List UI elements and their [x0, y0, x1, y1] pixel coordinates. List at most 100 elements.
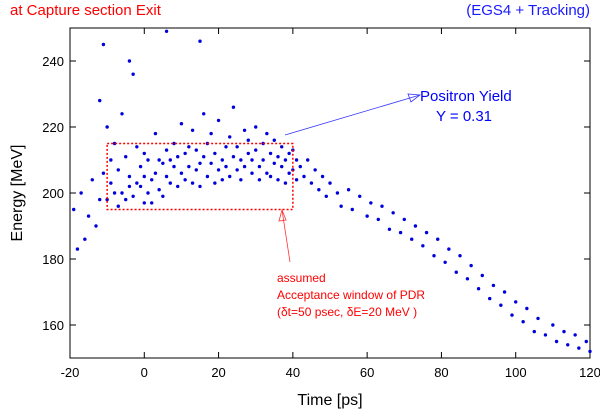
data-point — [194, 168, 198, 172]
data-point — [127, 59, 132, 63]
data-point — [276, 178, 280, 182]
data-point — [268, 174, 273, 179]
data-point — [573, 333, 577, 337]
data-point — [198, 39, 202, 43]
data-point — [157, 158, 161, 162]
data-point — [127, 174, 132, 179]
data-point — [358, 194, 362, 198]
data-point — [205, 174, 210, 179]
data-point — [298, 164, 302, 169]
data-point — [510, 313, 514, 317]
data-point — [142, 151, 146, 156]
data-point — [346, 188, 351, 192]
data-point — [150, 178, 154, 182]
data-point — [109, 158, 113, 162]
data-point — [127, 184, 132, 189]
data-point — [194, 148, 198, 152]
data-point — [242, 128, 247, 132]
acceptance-window — [106, 142, 294, 211]
data-point — [187, 164, 191, 169]
data-point — [116, 168, 120, 172]
data-point — [101, 171, 106, 175]
data-point — [469, 263, 473, 268]
data-point — [209, 131, 213, 136]
data-point — [525, 306, 529, 311]
data-point — [276, 155, 280, 159]
data-point — [480, 273, 484, 278]
data-point — [168, 181, 172, 185]
data-point — [491, 283, 496, 288]
data-point — [272, 138, 276, 142]
data-point — [514, 300, 518, 304]
data-point — [588, 349, 592, 354]
data-point — [231, 155, 236, 159]
data-point — [135, 181, 139, 185]
data-point — [410, 237, 414, 241]
data-point — [109, 181, 113, 185]
data-point — [216, 168, 221, 172]
yield-value: Y = 0.31 — [436, 108, 492, 125]
data-point — [164, 148, 169, 152]
data-point — [183, 178, 187, 182]
x-tick-label: 0 — [141, 365, 148, 380]
data-point — [190, 181, 195, 185]
data-point — [380, 204, 384, 208]
data-point — [283, 158, 288, 162]
data-point — [220, 158, 224, 162]
data-point — [250, 171, 254, 175]
data-point — [209, 161, 213, 165]
yield-arrow — [284, 94, 421, 136]
data-point — [213, 181, 217, 185]
data-point — [413, 224, 418, 228]
data-point — [72, 207, 76, 212]
data-point — [398, 230, 403, 235]
data-point — [280, 145, 284, 149]
data-point — [294, 158, 299, 162]
data-point — [146, 158, 150, 162]
data-point — [294, 178, 299, 182]
data-point — [150, 201, 154, 205]
data-point — [213, 151, 217, 156]
data-point — [112, 141, 117, 146]
data-point — [239, 178, 243, 182]
y-tick-label: 240 — [42, 54, 64, 69]
data-point — [98, 197, 102, 202]
data-point — [447, 247, 451, 251]
data-point — [387, 227, 392, 231]
data-point — [146, 191, 150, 195]
data-point — [172, 164, 176, 169]
data-point — [432, 254, 436, 258]
data-point — [488, 296, 492, 301]
data-point — [443, 260, 447, 264]
data-point — [339, 204, 343, 208]
data-point — [554, 339, 559, 344]
data-point — [176, 155, 180, 159]
data-point — [335, 191, 340, 195]
data-point — [75, 247, 80, 251]
x-tick-label: 60 — [360, 365, 374, 380]
data-point — [436, 237, 440, 241]
data-point — [216, 118, 221, 123]
data-point — [476, 287, 481, 291]
data-point — [135, 145, 139, 149]
data-point — [83, 237, 87, 241]
data-point — [242, 164, 247, 169]
data-point — [79, 191, 83, 195]
data-point — [328, 181, 332, 185]
data-point — [402, 217, 406, 222]
data-point — [369, 201, 373, 205]
window-note-line2: Acceptance window of PDR — [277, 288, 425, 302]
data-point — [153, 171, 158, 175]
x-tick-label: 80 — [434, 365, 448, 380]
x-tick-label: 40 — [286, 365, 300, 380]
data-point — [94, 224, 98, 228]
data-point — [424, 230, 429, 235]
data-point — [138, 164, 143, 169]
data-point — [280, 164, 284, 169]
data-point — [562, 329, 566, 334]
data-point — [198, 184, 202, 189]
data-point — [161, 161, 165, 165]
data-point — [157, 188, 161, 192]
data-point — [257, 178, 262, 182]
